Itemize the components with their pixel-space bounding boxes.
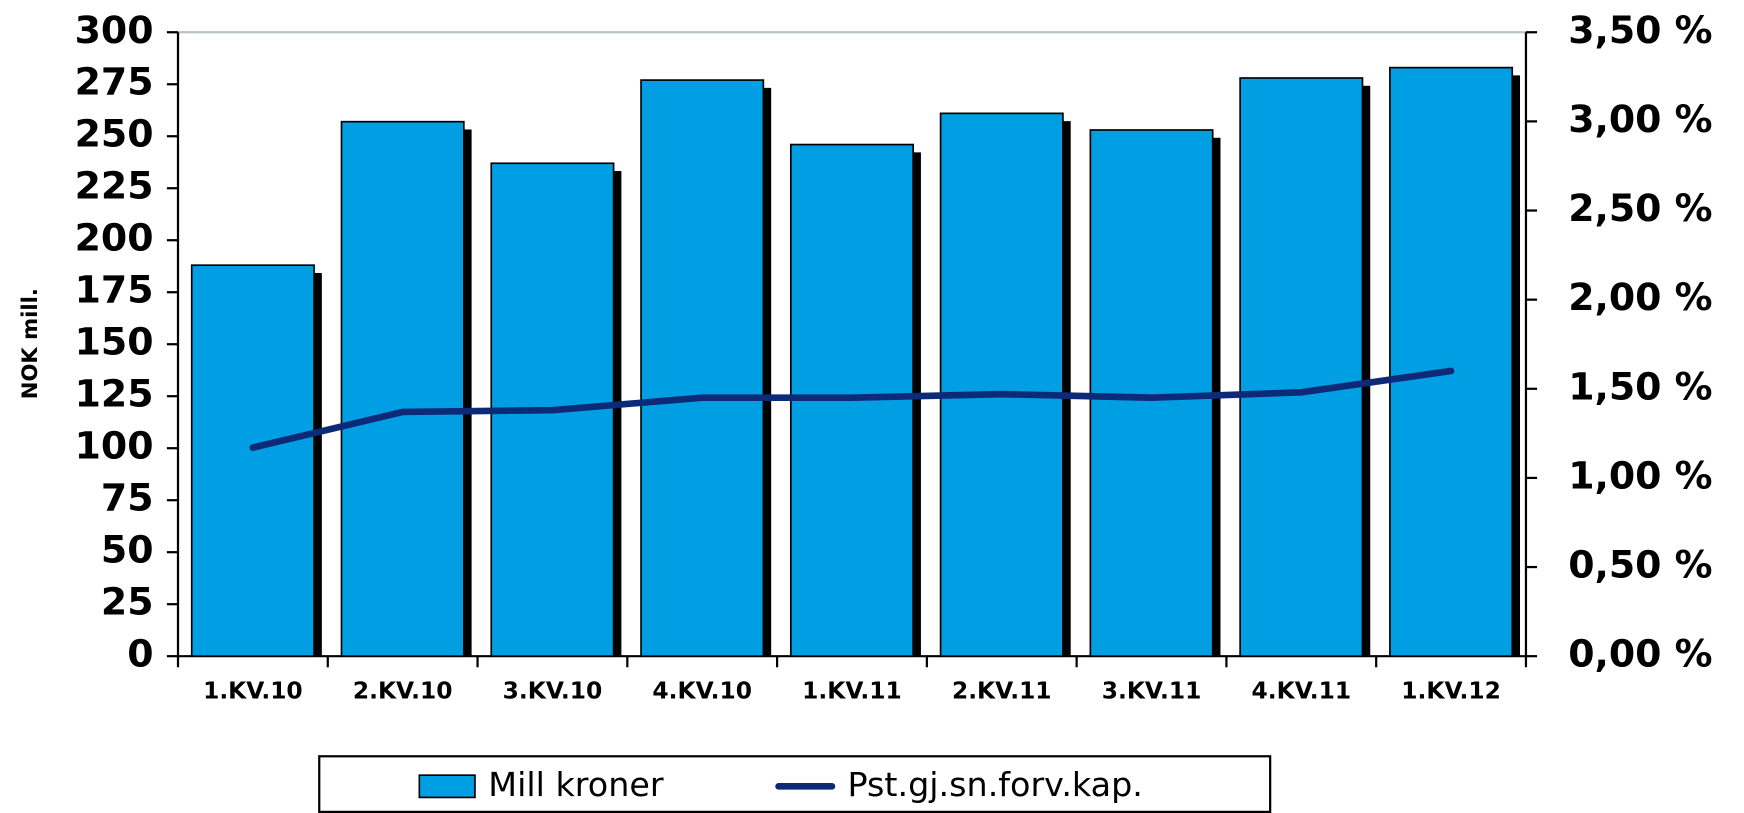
bar: [939, 112, 1064, 658]
bar: [1239, 77, 1364, 658]
legend-swatch: [418, 774, 476, 799]
y2-tick-label: 0,50 %: [1568, 543, 1712, 587]
legend-label: Pst.gj.sn.forv.kap.: [848, 765, 1143, 804]
x-tick-label: 1.KV.10: [203, 676, 303, 704]
y-tick-label: 150: [75, 320, 154, 364]
y2-tick-label: 3,50 %: [1568, 8, 1712, 52]
bar: [640, 79, 765, 658]
x-tick-label: 3.KV.10: [503, 676, 603, 704]
x-tick-label: 1.KV.11: [802, 676, 902, 704]
y-tick-label: 275: [75, 60, 154, 104]
y-tick-label: 0: [127, 632, 153, 676]
x-tick-label: 4.KV.10: [652, 676, 752, 704]
y-tick-label: 25: [101, 580, 154, 624]
bar: [1389, 66, 1514, 658]
x-tick-label: 2.KV.11: [952, 676, 1052, 704]
y2-tick-label: 3,00 %: [1568, 97, 1712, 141]
y-tick-label: 250: [75, 112, 154, 156]
x-tick-label: 2.KV.10: [353, 676, 453, 704]
y-tick-label: 225: [75, 164, 154, 208]
bar: [190, 264, 315, 658]
y2-tick-label: 2,50 %: [1568, 186, 1712, 230]
y2-tick-label: 0,00 %: [1568, 632, 1712, 676]
y-tick-label: 300: [75, 8, 154, 52]
y-tick-label: 75: [101, 476, 154, 520]
y2-tick-label: 1,50 %: [1568, 364, 1712, 408]
y-tick-label: 200: [75, 216, 154, 260]
legend-label: Mill kroner: [488, 765, 664, 804]
y-tick-label: 100: [75, 424, 154, 468]
y-tick-label: 175: [75, 268, 154, 312]
line: [249, 367, 1455, 451]
x-tick-label: 3.KV.11: [1102, 676, 1202, 704]
y-tick-label: 50: [101, 528, 154, 572]
y-tick-label: 125: [75, 372, 154, 416]
x-tick-label: 1.KV.12: [1401, 676, 1501, 704]
y2-tick-label: 1,00 %: [1568, 453, 1712, 497]
x-tick-label: 4.KV.11: [1251, 676, 1351, 704]
y-axis-title: NOK mill.: [17, 288, 42, 399]
bar: [340, 120, 465, 658]
y2-tick-label: 2,00 %: [1568, 275, 1712, 319]
